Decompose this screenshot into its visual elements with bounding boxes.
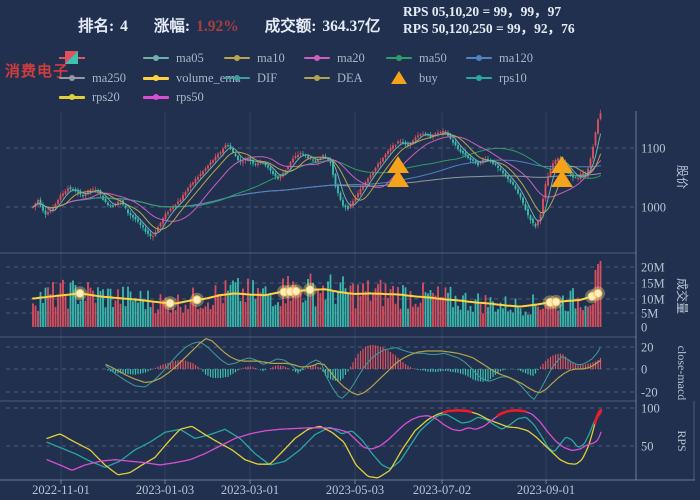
legend-item-kline[interactable] xyxy=(59,50,92,66)
legend-line-icon xyxy=(386,51,412,65)
buy-triangle-icon xyxy=(386,71,412,85)
y-tick-label: 20 xyxy=(641,341,654,355)
ma50-line xyxy=(32,147,601,209)
legend-line-icon xyxy=(466,51,492,65)
macd-histogram xyxy=(107,344,602,382)
y-tick-label: 10M xyxy=(641,293,665,307)
volume-ema-markers xyxy=(73,282,605,311)
pane-title-volume: 成交量 xyxy=(675,278,690,314)
legend-item-ma50[interactable]: ma50 xyxy=(386,50,447,66)
legend-line-icon xyxy=(59,71,85,85)
legend-label: ma10 xyxy=(257,50,285,65)
legend-item-rps20[interactable]: rps20 xyxy=(59,89,120,105)
legend-line-icon xyxy=(224,51,250,65)
buy-markers xyxy=(387,156,573,187)
rank-label: 排名: xyxy=(78,18,115,35)
turnover-label: 成交额: xyxy=(264,18,317,35)
y-tick-label: 0 xyxy=(641,321,647,335)
pane-title-rps: RPS xyxy=(675,430,689,451)
legend-item-dif[interactable]: DIF xyxy=(224,70,277,86)
legend-item-rps10[interactable]: rps10 xyxy=(466,70,527,86)
rps10-line xyxy=(46,411,602,469)
rps-summary: RPS 05,10,20 = 99，99，97 RPS 50,120,250 =… xyxy=(403,3,575,37)
candlestick-icon xyxy=(59,51,85,65)
legend-label: rps20 xyxy=(92,89,120,104)
legend-item-dea[interactable]: DEA xyxy=(304,70,363,86)
pane-title-price: 股价 xyxy=(675,165,689,189)
legend-line-icon xyxy=(143,71,169,85)
x-tick-label: 2023-07-02 xyxy=(413,483,471,497)
y-tick-label: 0 xyxy=(641,363,647,377)
legend-label: volume_ema xyxy=(176,70,241,85)
ma20-line xyxy=(32,136,601,222)
y-tick-label: 5M xyxy=(641,307,658,321)
legend-item-ma10[interactable]: ma10 xyxy=(224,50,285,66)
dea-line xyxy=(105,338,601,396)
change-label: 涨幅: xyxy=(153,18,191,35)
legend-label: rps10 xyxy=(499,70,527,85)
legend-label: ma120 xyxy=(499,50,534,65)
change-stat: 涨幅: 1.92% xyxy=(154,14,239,36)
legend-label: ma20 xyxy=(337,50,365,65)
y-tick-label: 20M xyxy=(641,261,665,275)
volume-ema-line xyxy=(32,288,601,308)
legend-line-icon xyxy=(143,51,169,65)
legend-label: ma05 xyxy=(176,50,204,65)
legend-line-icon xyxy=(304,51,330,65)
legend-item-volume_ema[interactable]: volume_ema xyxy=(143,70,241,86)
series-name: 消费电子 xyxy=(5,63,70,80)
rank-value: 4 xyxy=(120,18,128,35)
x-tick-label: 2023-01-03 xyxy=(136,483,194,497)
rank-stat: 排名: 4 xyxy=(78,14,128,36)
legend-label: DIF xyxy=(257,70,278,85)
rps-summary-line2: RPS 50,120,250 = 99，92，76 xyxy=(403,21,575,36)
month-gridlines xyxy=(60,111,547,480)
change-value: 1.92% xyxy=(196,18,239,35)
legend-line-icon xyxy=(143,90,169,104)
legend-item-rps50[interactable]: rps50 xyxy=(143,89,204,105)
x-tick-label: 2023-05-03 xyxy=(326,483,384,497)
legend-label: ma250 xyxy=(92,70,127,85)
legend-item-ma120[interactable]: ma120 xyxy=(466,50,533,66)
legend-item-ma05[interactable]: ma05 xyxy=(143,50,204,66)
x-tick-label: 2023-09-01 xyxy=(517,483,575,497)
dif-line xyxy=(105,341,601,400)
legend-item-ma250[interactable]: ma250 xyxy=(59,70,126,86)
legend-item-buy[interactable]: buy xyxy=(386,70,438,86)
rps-highlights xyxy=(442,409,603,425)
x-tick-label: 2023-03-01 xyxy=(221,483,279,497)
legend-line-icon xyxy=(466,71,492,85)
ma05-line xyxy=(32,132,601,235)
turnover-stat: 成交额: 364.37亿 xyxy=(265,14,381,36)
legend-label: ma50 xyxy=(419,50,447,65)
rps20-line xyxy=(46,409,602,479)
legend-item-ma20[interactable]: ma20 xyxy=(304,50,365,66)
y-tick-label: 15M xyxy=(641,277,665,291)
y-tick-label: -20 xyxy=(641,386,658,400)
y-tick-label: 50 xyxy=(641,440,654,454)
volume-bars xyxy=(32,261,602,327)
axes xyxy=(0,111,695,484)
pane-title-macd: close-macd xyxy=(675,346,689,401)
stats-bar: 排名: 4 涨幅: 1.92% 成交额: 364.37亿 xyxy=(78,14,381,36)
legend-line-icon xyxy=(224,71,250,85)
legend-label: rps50 xyxy=(176,89,204,104)
y-tick-label: 1100 xyxy=(641,142,666,156)
y-tick-label: 1000 xyxy=(641,201,666,215)
y-tick-label: 100 xyxy=(641,402,660,416)
x-tick-label: 2022-11-01 xyxy=(32,483,90,497)
legend-line-icon xyxy=(304,71,330,85)
legend-label: buy xyxy=(419,70,438,85)
turnover-value: 364.37亿 xyxy=(322,18,381,35)
legend-label: DEA xyxy=(337,70,363,85)
legend-line-icon xyxy=(59,90,85,104)
rps-summary-line1: RPS 05,10,20 = 99，99，97 xyxy=(403,4,562,19)
